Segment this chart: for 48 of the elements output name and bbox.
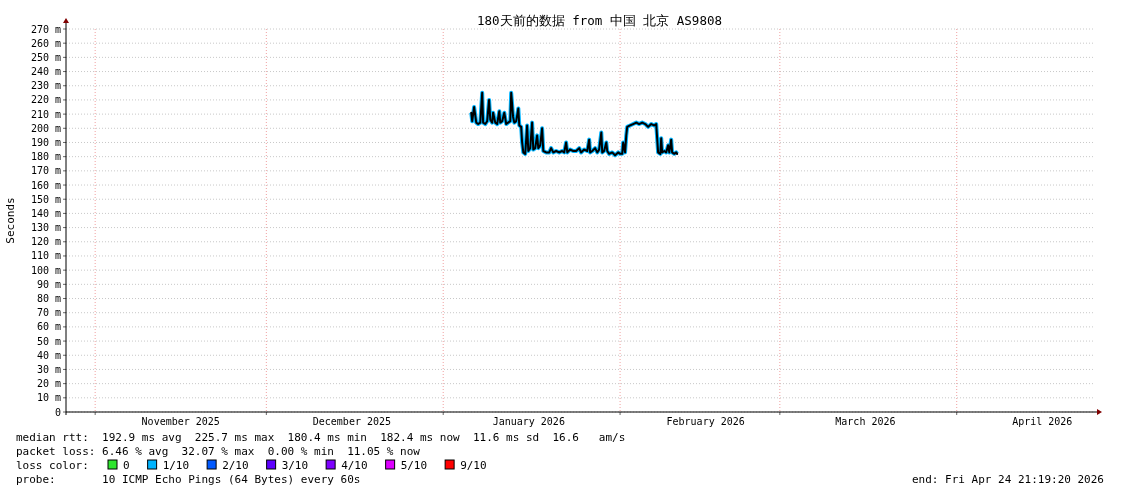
legend-label: 0 [123, 459, 130, 472]
y-tick-label: 80 m [36, 293, 61, 305]
y-tick-label: 260 m [30, 37, 61, 49]
y-tick-label: 60 m [36, 321, 61, 333]
legend-label: 1/10 [162, 459, 190, 472]
y-tick-label: 240 m [30, 66, 61, 78]
y-tick-label: 100 m [30, 264, 61, 276]
legend-label: 5/10 [400, 459, 428, 472]
y-tick-label: 160 m [30, 179, 61, 191]
legend-label: 3/10 [281, 459, 309, 472]
x-tick-label: December 2025 [312, 416, 392, 427]
y-tick-label: 250 m [30, 51, 61, 63]
y-tick-label: 70 m [36, 307, 61, 319]
y-tick-label: 270 m [30, 23, 61, 35]
x-tick-label: January 2026 [492, 416, 565, 427]
y-tick-label: 190 m [30, 136, 61, 148]
x-tick-label: April 2026 [1012, 416, 1073, 427]
text: median rtt: 192.9 ms avg 225.7 ms max 180.4 ms min 182.4 ms now 11.6 ms sd 16.6 am/s [16, 431, 626, 444]
y-tick-label: 180 m [30, 151, 61, 163]
y-tick-label: 150 m [30, 193, 61, 205]
y-tick-label: 170 m [30, 165, 61, 177]
x-tick-label: November 2025 [141, 416, 220, 427]
y-tick-label: 10 m [36, 392, 61, 404]
text: probe: 10 ICMP Echo Pings (64 Bytes) every 60s [16, 473, 361, 486]
y-tick-label: 210 m [30, 108, 61, 120]
x-tick-label: March 2026 [835, 416, 896, 427]
legend-label: 2/10 [222, 459, 249, 472]
y-tick-label: 140 m [30, 207, 61, 219]
y-tick-label: 30 m [36, 363, 61, 375]
y-tick-label: 120 m [30, 236, 61, 248]
y-tick-label: 50 m [36, 335, 61, 347]
y-tick-label: 230 m [30, 80, 61, 92]
text: packet loss: 6.46 % avg 32.07 % max 0.00 % min 11.05 % now [16, 445, 421, 458]
y-tick-label: 90 m [36, 278, 61, 290]
y-tick-label: 200 m [30, 122, 61, 134]
y-tick-label: 20 m [36, 378, 61, 390]
y-tick-label: 0 [54, 406, 61, 418]
legend-title: loss color: [16, 459, 89, 472]
y-tick-label: 220 m [30, 94, 61, 106]
y-tick-label: 40 m [36, 349, 61, 361]
y-tick-label: 130 m [30, 222, 61, 234]
y-tick-label: 110 m [30, 250, 61, 262]
x-tick-label: February 2026 [666, 416, 745, 427]
legend-label: 9/10 [460, 459, 487, 472]
chart-title: 180天前的数据 from 中国 北京 AS9808 [477, 13, 722, 28]
text: end: Fri Apr 24 21:19:20 2026 [911, 473, 1104, 486]
legend-label: 4/10 [341, 459, 368, 472]
y-axis-title: Seconds [4, 197, 17, 244]
